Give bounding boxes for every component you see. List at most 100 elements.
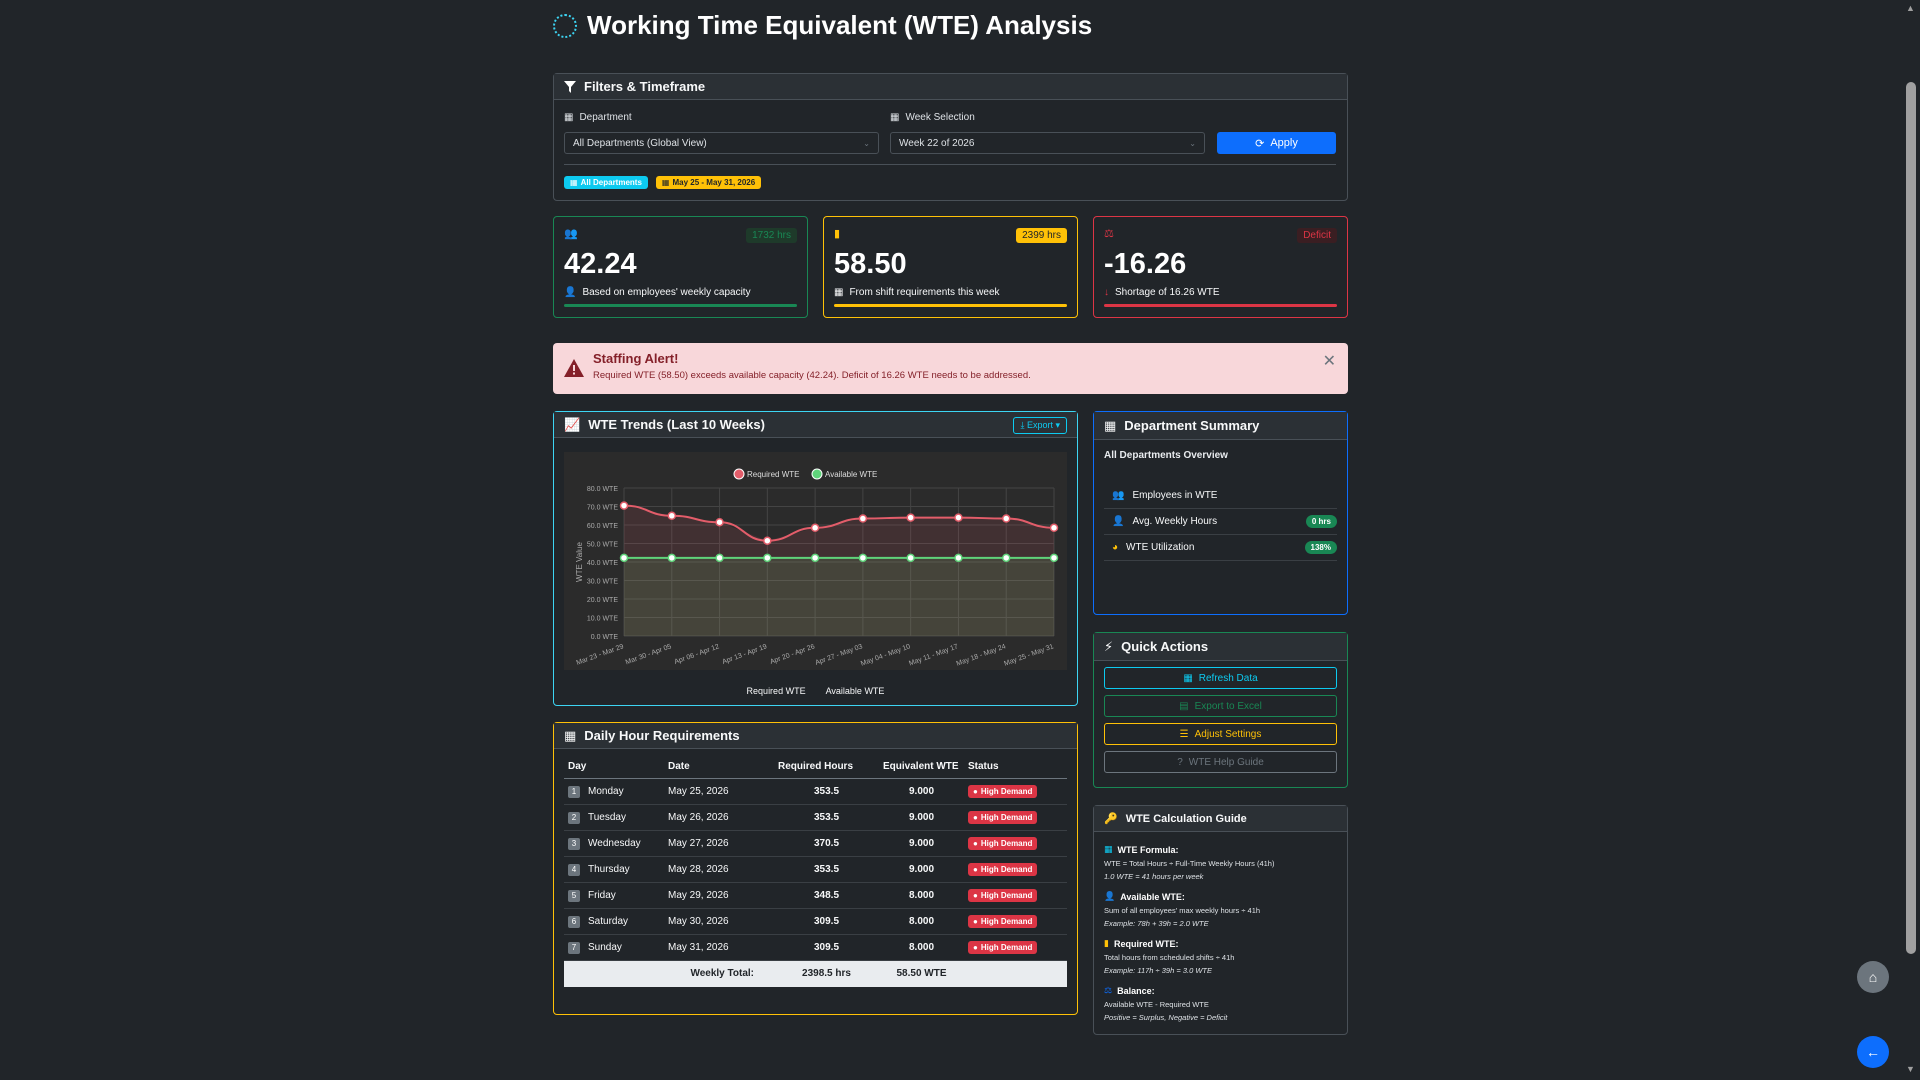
week-label: ▦ Week Selection: [890, 112, 975, 123]
required-progress: [834, 304, 1067, 307]
data-point: [667, 511, 677, 520]
alert-circle-icon: ●: [973, 813, 978, 822]
adjust-settings-button[interactable]: ☰ Adjust Settings: [1104, 723, 1337, 745]
data-point: [763, 536, 772, 545]
wte-cell: 9.000: [879, 856, 964, 883]
close-icon[interactable]: ✕: [1322, 353, 1336, 370]
department-label: ▦ Department: [564, 112, 632, 123]
balance-wte-subtitle: ↓ Shortage of 16.26 WTE: [1104, 287, 1220, 298]
table-row: 2 Tuesday May 26, 2026 353.5 9.000 ● High Dema…: [564, 804, 1067, 831]
clipboard-icon: ▮: [834, 228, 841, 240]
chevron-down-icon: ⌄: [1189, 138, 1196, 148]
day-number: 3: [568, 837, 580, 850]
alert-circle-icon: ●: [973, 865, 978, 874]
data-point: [810, 553, 820, 563]
question-circle-icon: ?: [1177, 756, 1183, 768]
page-title-row: Working Time Equivalent (WTE) Analysis: [553, 10, 1092, 41]
data-point: [763, 553, 772, 563]
hours-cell: 370.5: [774, 830, 879, 857]
series-area-0: [624, 505, 1054, 636]
available-progress: [564, 304, 797, 307]
wte-cell: 9.000: [879, 778, 964, 805]
status-badge: ● High Demand: [968, 889, 1038, 902]
guide-header: 🔑 WTE Calculation Guide: [1094, 806, 1347, 832]
export-excel-button[interactable]: ▤ Export to Excel: [1104, 695, 1337, 717]
user-plus-icon: 👤: [1104, 891, 1116, 901]
back-button[interactable]: ←: [1857, 1036, 1889, 1068]
warning-icon: [564, 359, 584, 377]
weekly-total-row: Weekly Total: 2398.5 hrs 58.50 WTE: [564, 960, 1067, 987]
wte-cell: 9.000: [879, 804, 964, 831]
data-point: [1001, 514, 1011, 523]
dept-header: ▦ Department Summary: [1094, 412, 1347, 440]
status-badge: ● High Demand: [968, 863, 1038, 876]
data-point: [619, 553, 629, 563]
data-point: [1001, 553, 1011, 563]
hours-cell: 309.5: [774, 908, 879, 935]
table-row: 5 Friday May 29, 2026 348.5 8.000 ● High Deman…: [564, 882, 1067, 909]
status-badge: ● High Demand: [968, 785, 1038, 798]
home-icon: ⌂: [1868, 969, 1878, 985]
column-header: Required Hours: [774, 755, 879, 779]
column-header: Day: [564, 755, 664, 779]
hours-cell: 309.5: [774, 934, 879, 961]
data-point: [619, 501, 629, 510]
scroll-down-icon[interactable]: ▼: [1906, 1064, 1915, 1074]
data-point: [858, 514, 868, 523]
staffing-alert: Staffing Alert! Required WTE (58.50) exc…: [553, 343, 1348, 394]
data-point: [1049, 523, 1059, 533]
balance-progress: [1104, 304, 1337, 307]
column-header: Status: [964, 755, 1067, 779]
department-summary-card: ▦ Department Summary All Departments Ove…: [1093, 411, 1348, 615]
available-wte-card: 👥 1732 hrs 42.24 👤 Based on employees' we…: [553, 216, 808, 318]
series-line-0: [623, 504, 1055, 542]
scrollbar-thumb[interactable]: [1906, 82, 1916, 954]
department-select[interactable]: All Departments (Global View) ⌄: [564, 132, 879, 154]
export-button[interactable]: ⤓ Export ▾: [1013, 417, 1067, 434]
data-point: [715, 517, 724, 527]
day-name: Friday: [588, 889, 616, 901]
data-point: [954, 513, 963, 522]
total-hours: 2398.5 hrs: [774, 960, 879, 987]
data-point: [810, 523, 820, 533]
quick-header: ⚡ Quick Actions: [1094, 633, 1347, 661]
key-icon: 🔑: [1104, 813, 1118, 825]
legend-marker-0: [733, 468, 745, 480]
user-clock-icon: 👤: [1112, 516, 1125, 527]
active-filter-badges: ▦ All Departments ▦ May 25 - May 31, 2026: [564, 176, 762, 189]
available-hours-badge: 1732 hrs: [746, 228, 797, 243]
footer-legend-required[interactable]: Required WTE: [746, 686, 806, 696]
spinner-icon: [553, 13, 577, 38]
user-check-icon: 👤: [564, 287, 577, 298]
alert-circle-icon: ●: [973, 943, 978, 952]
refresh-icon: ⟳: [1255, 137, 1265, 150]
summary-row-avg-hours: 👤 Avg. Weekly Hours 0 hrs: [1104, 509, 1337, 535]
week-select[interactable]: Week 22 of 2026 ⌄: [890, 132, 1205, 154]
table-row: 6 Saturday May 30, 2026 309.5 8.000 ● High Dem…: [564, 908, 1067, 935]
home-button[interactable]: ⌂: [1857, 961, 1889, 993]
date-cell: May 26, 2026: [664, 804, 774, 831]
building-icon: ▦: [570, 178, 578, 187]
date-cell: May 25, 2026: [664, 778, 774, 805]
date-cell: May 30, 2026: [664, 908, 774, 935]
legend-label-1: Available WTE: [825, 470, 877, 479]
day-number: 4: [568, 863, 580, 876]
page-title: Working Time Equivalent (WTE) Analysis: [587, 10, 1093, 40]
data-point: [1049, 553, 1059, 563]
data-point: [667, 553, 677, 563]
arrow-left-icon: ←: [1866, 1044, 1880, 1060]
chevron-down-icon: ⌄: [863, 138, 870, 148]
scroll-up-icon[interactable]: ▲: [1906, 3, 1915, 13]
date-cell: May 28, 2026: [664, 856, 774, 883]
footer-legend-available[interactable]: Available WTE: [825, 686, 885, 696]
legend-label-0: Required WTE: [747, 470, 799, 479]
help-guide-button[interactable]: ? WTE Help Guide: [1104, 751, 1337, 773]
y-tick-label: 30.0 WTE: [587, 579, 618, 586]
legend-marker-1: [811, 468, 823, 480]
refresh-data-button[interactable]: ▦ Refresh Data: [1104, 667, 1337, 689]
data-point: [858, 553, 868, 563]
apply-button[interactable]: ⟳ Apply: [1217, 132, 1336, 154]
scale-icon: ⚖: [1104, 985, 1113, 995]
y-tick-label: 70.0 WTE: [587, 505, 618, 512]
balance-wte-card: ⚖ Deficit -16.26 ↓ Shortage of 16.26 WTE: [1093, 216, 1348, 318]
